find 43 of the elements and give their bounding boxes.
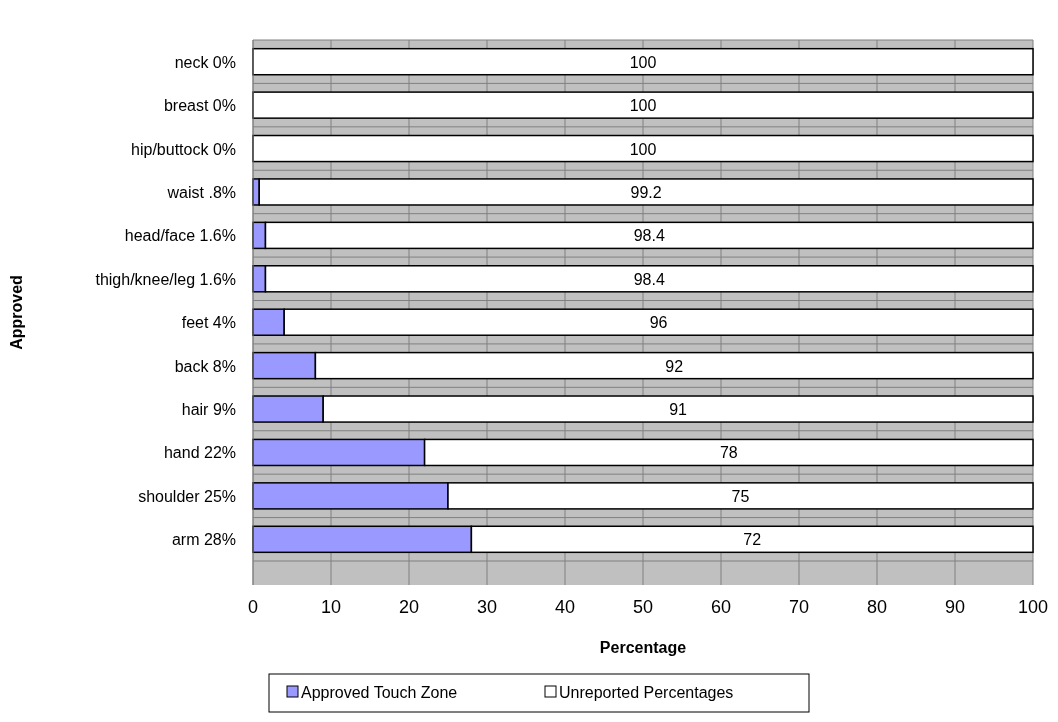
- y-tick-label: thigh/knee/leg 1.6%: [95, 270, 236, 288]
- data-label: 96: [649, 314, 668, 332]
- x-tick-label: 60: [710, 597, 732, 617]
- data-label: 98.4: [633, 270, 665, 288]
- y-tick-label: hand 22%: [163, 444, 236, 462]
- data-label: 98.4: [633, 227, 665, 245]
- data-label: 100: [629, 97, 657, 115]
- y-tick-label: breast 0%: [163, 97, 236, 115]
- legend-label: Unreported Percentages: [559, 684, 734, 701]
- x-tick-label: 40: [554, 597, 576, 617]
- x-tick-label: 0: [247, 597, 259, 617]
- x-tick-label: 30: [476, 597, 498, 617]
- data-label: 100: [629, 53, 657, 71]
- y-tick-label: head/face 1.6%: [124, 227, 236, 245]
- x-tick-label: 70: [788, 597, 810, 617]
- y-axis-title: Approved: [8, 275, 25, 350]
- x-tick-label: 80: [866, 597, 888, 617]
- y-tick-label: shoulder 25%: [138, 487, 236, 505]
- data-label: 91: [669, 401, 688, 419]
- x-tick-label: 90: [944, 597, 966, 617]
- data-label: 92: [665, 357, 684, 375]
- bar: [252, 91, 1034, 119]
- y-tick-label: waist .8%: [166, 183, 236, 201]
- bar: [258, 178, 1034, 206]
- y-tick-label: arm 28%: [171, 531, 236, 549]
- data-label: 75: [731, 487, 750, 505]
- y-tick-label: neck 0%: [174, 53, 236, 71]
- y-tick-label: back 8%: [174, 357, 236, 375]
- data-label: 99.2: [630, 183, 662, 201]
- y-tick-label: feet 4%: [181, 314, 236, 332]
- x-tick-label: 10: [320, 597, 342, 617]
- bar: [252, 47, 1034, 76]
- bar: [252, 134, 1034, 163]
- x-axis-title: Percentage: [599, 639, 687, 656]
- data-label: 78: [719, 444, 738, 462]
- y-tick-label: hair 9%: [181, 401, 236, 419]
- y-tick-label: hip/buttock 0%: [131, 140, 236, 158]
- x-tick-label: 100: [1017, 597, 1049, 617]
- data-label: 72: [743, 531, 762, 549]
- x-tick-label: 20: [398, 597, 420, 617]
- data-label: 100: [629, 140, 657, 158]
- legend-label: Approved Touch Zone: [301, 684, 458, 701]
- x-tick-label: 50: [632, 597, 654, 617]
